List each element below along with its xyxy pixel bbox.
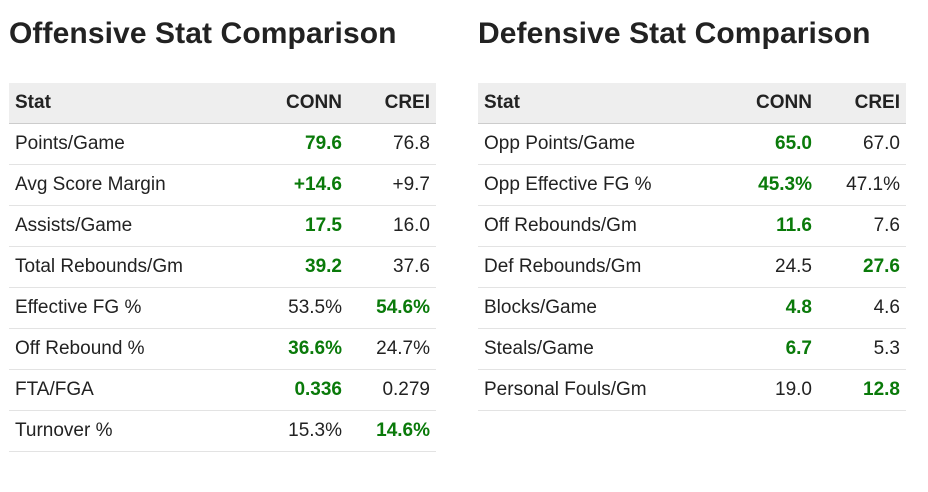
crei-value-cell: 76.8 bbox=[348, 123, 436, 165]
table-row: Avg Score Margin +14.6 +9.7 bbox=[9, 164, 436, 206]
table-row: Points/Game 79.6 76.8 bbox=[9, 123, 436, 165]
conn-value-cell: 6.7 bbox=[716, 328, 818, 370]
crei-value-cell: 54.6% bbox=[348, 287, 436, 329]
stat-cell: Assists/Game bbox=[9, 205, 246, 247]
table-row: Off Rebound % 36.6% 24.7% bbox=[9, 328, 436, 370]
conn-value-cell: 65.0 bbox=[716, 123, 818, 165]
offensive-stats-table: Stat CONN CREI Points/Game 79.6 76.8 Avg Sc… bbox=[9, 83, 436, 452]
conn-value-cell: 4.8 bbox=[716, 287, 818, 329]
conn-value-cell: 17.5 bbox=[246, 205, 348, 247]
column-header-stat: Stat bbox=[9, 83, 246, 124]
crei-value-cell: 27.6 bbox=[818, 246, 906, 288]
table-row: Off Rebounds/Gm 11.6 7.6 bbox=[478, 205, 906, 247]
conn-value-cell: 45.3% bbox=[716, 164, 818, 206]
stat-cell: Off Rebound % bbox=[9, 328, 246, 370]
crei-value-cell: 12.8 bbox=[818, 369, 906, 411]
offensive-table-body: Points/Game 79.6 76.8 Avg Score Margin +14.6… bbox=[9, 123, 436, 452]
table-row: Total Rebounds/Gm 39.2 37.6 bbox=[9, 246, 436, 288]
conn-value-cell: +14.6 bbox=[246, 164, 348, 206]
conn-value-cell: 15.3% bbox=[246, 410, 348, 452]
column-header-crei: CREI bbox=[348, 83, 436, 124]
table-row: Def Rebounds/Gm 24.5 27.6 bbox=[478, 246, 906, 288]
table-row: Opp Points/Game 65.0 67.0 bbox=[478, 123, 906, 165]
table-row: Personal Fouls/Gm 19.0 12.8 bbox=[478, 369, 906, 411]
stat-cell: Opp Points/Game bbox=[478, 123, 716, 165]
stat-cell: Off Rebounds/Gm bbox=[478, 205, 716, 247]
crei-value-cell: 4.6 bbox=[818, 287, 906, 329]
table-row: Effective FG % 53.5% 54.6% bbox=[9, 287, 436, 329]
stat-cell: Opp Effective FG % bbox=[478, 164, 716, 206]
crei-value-cell: 7.6 bbox=[818, 205, 906, 247]
crei-value-cell: 47.1% bbox=[818, 164, 906, 206]
table-row: Assists/Game 17.5 16.0 bbox=[9, 205, 436, 247]
conn-value-cell: 39.2 bbox=[246, 246, 348, 288]
crei-value-cell: 37.6 bbox=[348, 246, 436, 288]
conn-value-cell: 0.336 bbox=[246, 369, 348, 411]
offensive-header-row: Stat CONN CREI bbox=[9, 83, 436, 124]
conn-value-cell: 24.5 bbox=[716, 246, 818, 288]
crei-value-cell: +9.7 bbox=[348, 164, 436, 206]
table-row: Opp Effective FG % 45.3% 47.1% bbox=[478, 164, 906, 206]
defensive-table-body: Opp Points/Game 65.0 67.0 Opp Effective FG … bbox=[478, 123, 906, 411]
table-row: Steals/Game 6.7 5.3 bbox=[478, 328, 906, 370]
stat-cell: Personal Fouls/Gm bbox=[478, 369, 716, 411]
stat-cell: Total Rebounds/Gm bbox=[9, 246, 246, 288]
stat-cell: Blocks/Game bbox=[478, 287, 716, 329]
column-header-crei: CREI bbox=[818, 83, 906, 124]
conn-value-cell: 19.0 bbox=[716, 369, 818, 411]
conn-value-cell: 53.5% bbox=[246, 287, 348, 329]
stat-cell: Def Rebounds/Gm bbox=[478, 246, 716, 288]
crei-value-cell: 5.3 bbox=[818, 328, 906, 370]
stat-cell: Turnover % bbox=[9, 410, 246, 452]
crei-value-cell: 24.7% bbox=[348, 328, 436, 370]
stat-cell: Points/Game bbox=[9, 123, 246, 165]
column-header-conn: CONN bbox=[246, 83, 348, 124]
conn-value-cell: 11.6 bbox=[716, 205, 818, 247]
column-header-stat: Stat bbox=[478, 83, 716, 124]
table-row: FTA/FGA 0.336 0.279 bbox=[9, 369, 436, 411]
table-row: Blocks/Game 4.8 4.6 bbox=[478, 287, 906, 329]
defensive-title: Defensive Stat Comparison bbox=[478, 17, 871, 50]
crei-value-cell: 0.279 bbox=[348, 369, 436, 411]
table-row: Turnover % 15.3% 14.6% bbox=[9, 410, 436, 452]
stat-cell: FTA/FGA bbox=[9, 369, 246, 411]
stat-cell: Steals/Game bbox=[478, 328, 716, 370]
defensive-header-row: Stat CONN CREI bbox=[478, 83, 906, 124]
conn-value-cell: 79.6 bbox=[246, 123, 348, 165]
column-header-conn: CONN bbox=[716, 83, 818, 124]
defensive-stats-table: Stat CONN CREI Opp Points/Game 65.0 67.0 Op… bbox=[478, 83, 906, 411]
offensive-title: Offensive Stat Comparison bbox=[9, 17, 397, 50]
crei-value-cell: 14.6% bbox=[348, 410, 436, 452]
crei-value-cell: 16.0 bbox=[348, 205, 436, 247]
crei-value-cell: 67.0 bbox=[818, 123, 906, 165]
conn-value-cell: 36.6% bbox=[246, 328, 348, 370]
stat-cell: Effective FG % bbox=[9, 287, 246, 329]
stat-cell: Avg Score Margin bbox=[9, 164, 246, 206]
